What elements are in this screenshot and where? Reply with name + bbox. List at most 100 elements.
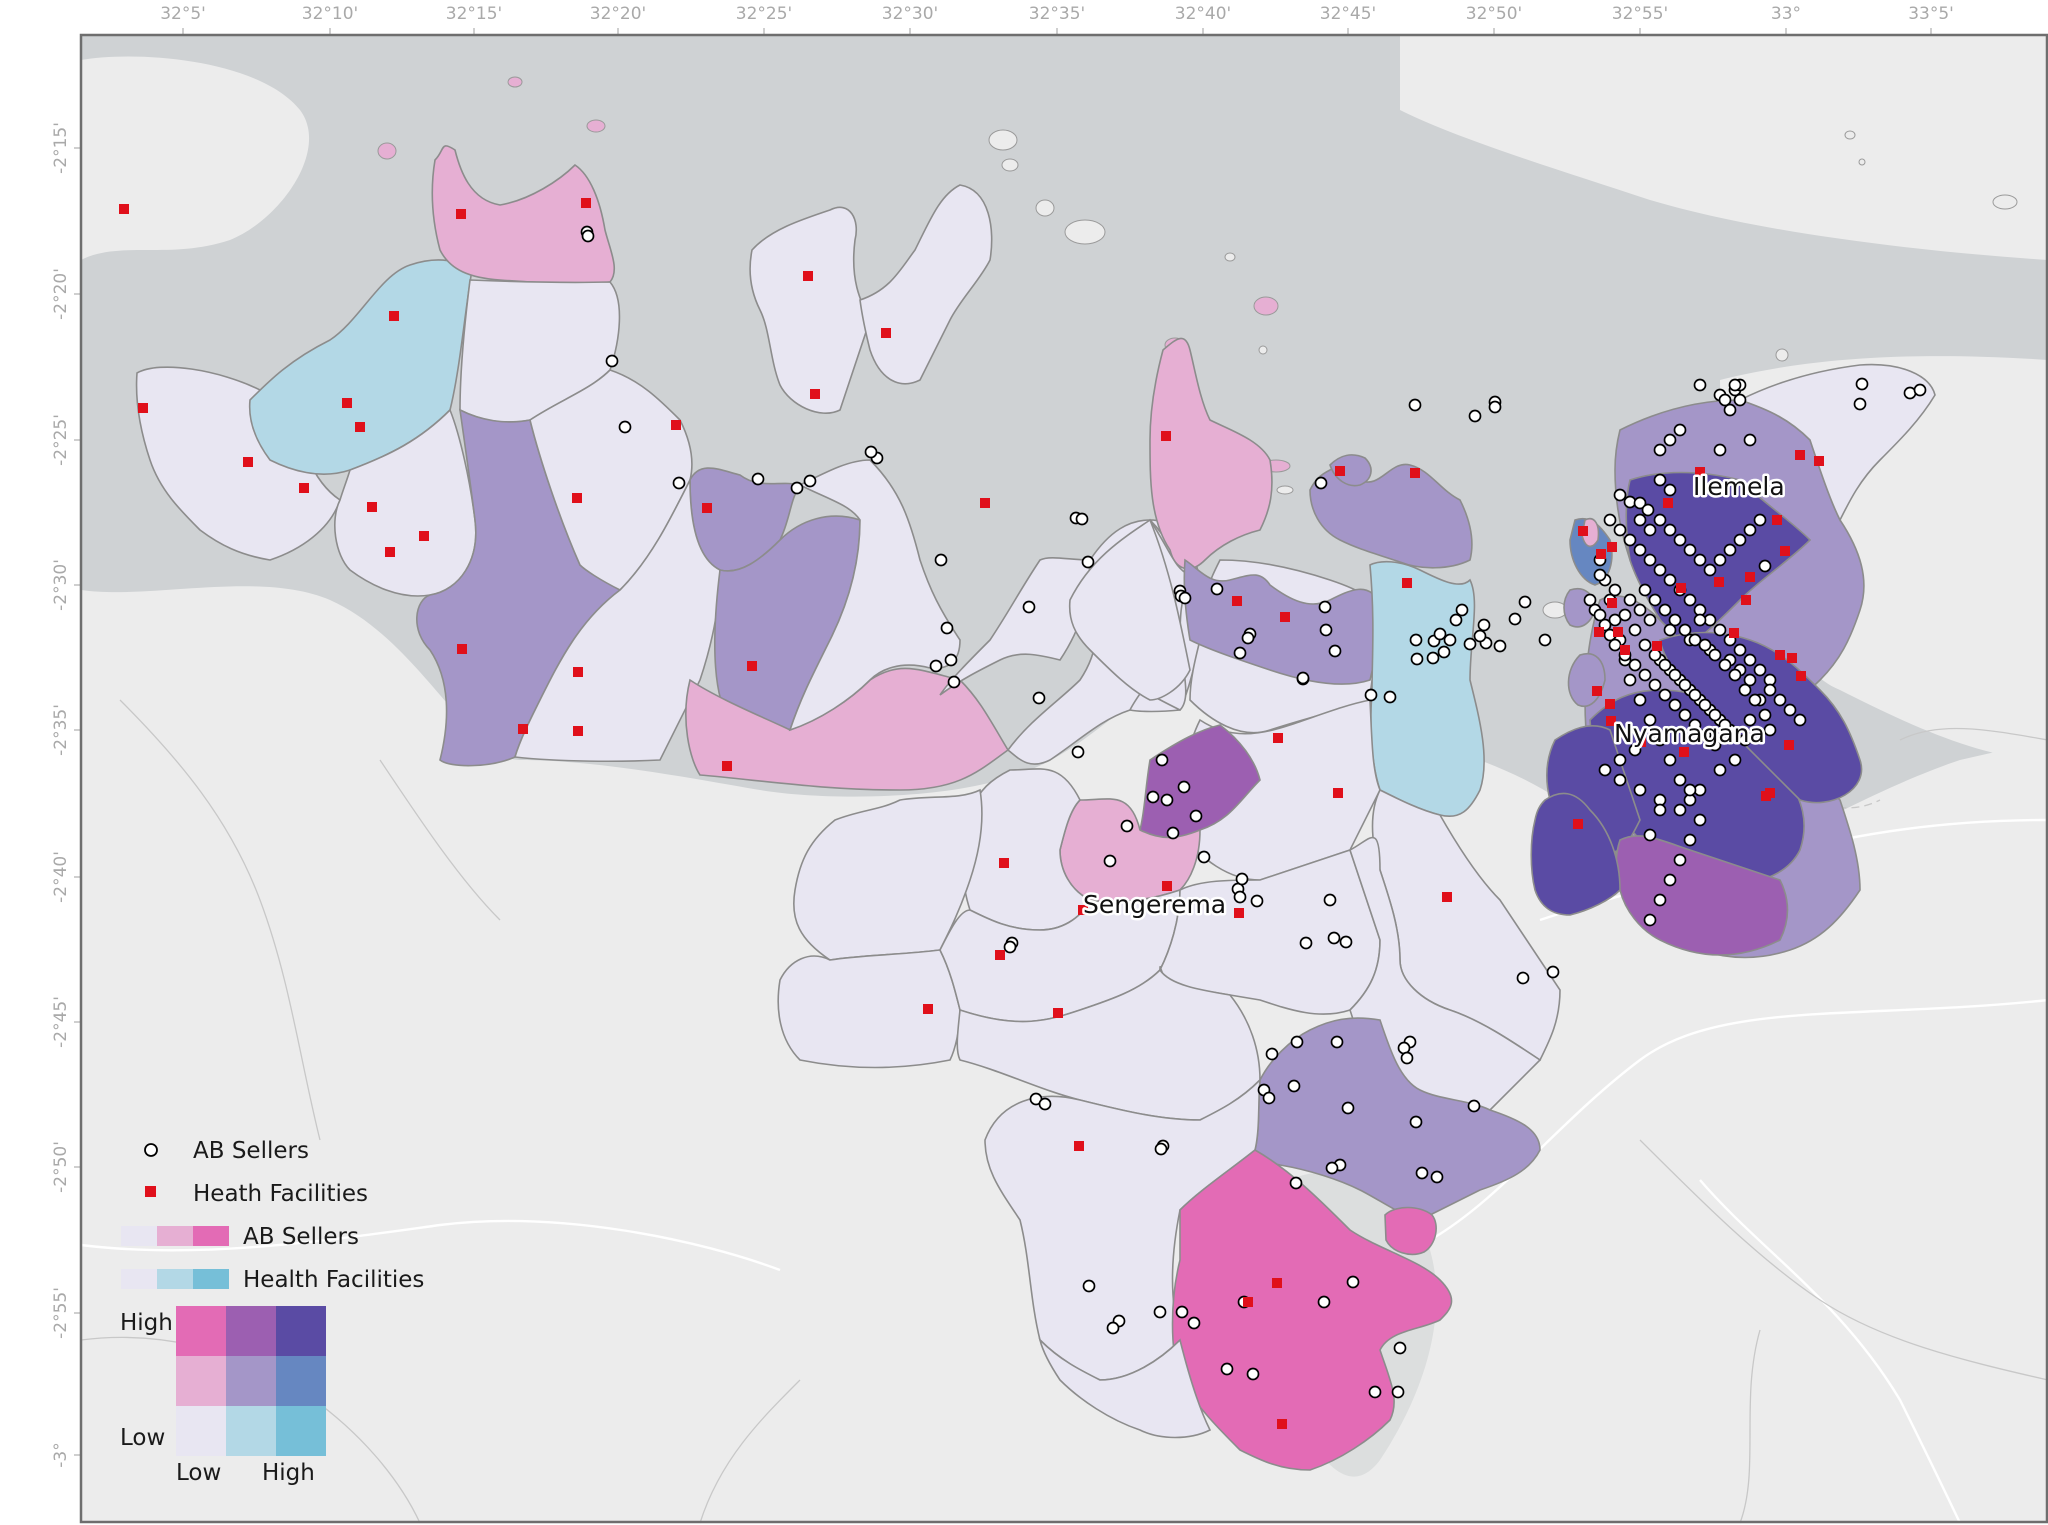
ab-seller-marker xyxy=(1364,688,1378,702)
ab-seller-marker xyxy=(1653,803,1667,817)
ab-seller-marker xyxy=(1189,809,1203,823)
small-islands xyxy=(988,129,2018,619)
health-facility-marker xyxy=(671,420,681,430)
ab-seller-marker xyxy=(1643,553,1657,567)
top-tick-label: 33° xyxy=(1771,4,1801,24)
ab-seller-marker xyxy=(1653,443,1667,457)
ab-seller-marker xyxy=(1623,673,1637,687)
ab-seller-marker xyxy=(1160,793,1174,807)
health-facility-marker xyxy=(1442,892,1452,902)
ab-seller-marker xyxy=(934,553,948,567)
health-facility-marker xyxy=(1795,450,1805,460)
health-facility-marker xyxy=(1787,653,1797,663)
ab-seller-marker xyxy=(1728,378,1742,392)
left-axis: -2°15' -2°20' -2°25' -2°30' -2°35' -2°40… xyxy=(51,122,71,1468)
ab-seller-marker xyxy=(1400,1051,1414,1065)
ab-seller-marker xyxy=(1613,773,1627,787)
ab-seller-marker xyxy=(1032,691,1046,705)
ab-seller-marker xyxy=(1430,1170,1444,1184)
ab-seller-marker xyxy=(940,621,954,635)
ab-seller-marker xyxy=(1265,1047,1279,1061)
left-tick-label: -2°45' xyxy=(51,996,71,1048)
health-facility-marker xyxy=(803,271,813,281)
ab-seller-marker xyxy=(1743,433,1757,447)
ab-seller-marker xyxy=(1653,893,1667,907)
ab-seller-marker xyxy=(1408,398,1422,412)
health-facility-marker xyxy=(573,726,583,736)
ward xyxy=(1615,835,1789,956)
ab-seller-marker xyxy=(1628,623,1642,637)
health-facility-marker xyxy=(1663,498,1673,508)
place-label-sengerema: Sengerema xyxy=(1083,890,1226,919)
ab-seller-marker xyxy=(1103,854,1117,868)
health-facility-marker xyxy=(518,724,528,734)
legend-hf-ramp-label: Health Facilities xyxy=(243,1267,424,1293)
ab-seller-marker xyxy=(1603,513,1617,527)
bivariate-cell xyxy=(226,1406,276,1456)
bivariate-x-high-label: High xyxy=(262,1460,315,1486)
ab-seller-marker xyxy=(1318,600,1332,614)
ab-seller-marker xyxy=(1393,1341,1407,1355)
ab-seller-marker xyxy=(1613,488,1627,502)
health-facility-marker xyxy=(999,858,1009,868)
ab-seller-marker xyxy=(944,653,958,667)
health-facility-marker xyxy=(810,389,820,399)
ward xyxy=(1139,724,1261,839)
ab-seller-marker xyxy=(1723,403,1737,417)
health-facility-marker xyxy=(299,483,309,493)
health-facility-marker xyxy=(1679,747,1689,757)
ab-seller-marker xyxy=(1678,678,1692,692)
ab-seller-marker xyxy=(1449,613,1463,627)
ab-seller-marker xyxy=(1613,523,1627,537)
legend-ab-sellers-label: AB Sellers xyxy=(193,1138,309,1164)
ab-seller-marker xyxy=(1120,819,1134,833)
ab-seller-marker xyxy=(1299,936,1313,950)
left-tick-label: -2°20' xyxy=(51,268,71,320)
health-facility-marker xyxy=(456,209,466,219)
top-tick-label: 32°25' xyxy=(736,4,792,24)
ab-seller-marker xyxy=(1467,1099,1481,1113)
ab-seller-marker xyxy=(1713,443,1727,457)
ab-seller-marker xyxy=(1753,513,1767,527)
ab-seller-marker xyxy=(947,675,961,689)
ab-seller-marker xyxy=(1638,638,1652,652)
ab-seller-marker xyxy=(1633,783,1647,797)
ward xyxy=(1737,363,1936,522)
left-tick-label: -2°30' xyxy=(51,559,71,611)
health-facility-marker xyxy=(1074,1141,1084,1151)
ab-seller-marker xyxy=(1608,613,1622,627)
health-facility-marker xyxy=(1578,526,1588,536)
ab-seller-marker xyxy=(1287,1079,1301,1093)
ab-seller-marker xyxy=(1748,693,1762,707)
health-facility-marker xyxy=(1402,578,1412,588)
ab-seller-marker xyxy=(1071,745,1085,759)
bivariate-cell xyxy=(176,1406,226,1456)
ab-seller-marker xyxy=(605,354,619,368)
ab-seller-marker xyxy=(1317,1295,1331,1309)
ab-seller-marker xyxy=(1154,1142,1168,1156)
ab-seller-marker xyxy=(1327,931,1341,945)
ab-seller-marker xyxy=(1663,483,1677,497)
ab-seller-marker xyxy=(1668,613,1682,627)
ab-seller-marker xyxy=(1290,1035,1304,1049)
health-facility-marker xyxy=(1814,456,1824,466)
ab-seller-marker xyxy=(1688,633,1702,647)
ab-seller-marker xyxy=(1628,658,1642,672)
ab-seller-marker xyxy=(1175,1305,1189,1319)
ab-seller-marker xyxy=(1488,400,1502,414)
legend-ramp-swatch xyxy=(193,1269,229,1289)
ward xyxy=(1349,836,1542,1125)
ab-seller-marker xyxy=(1743,713,1757,727)
health-facility-marker xyxy=(1232,596,1242,606)
ab-seller-marker xyxy=(1658,658,1672,672)
ab-seller-marker xyxy=(751,472,765,486)
health-facility-marker xyxy=(1161,431,1171,441)
ab-seller-marker xyxy=(1538,633,1552,647)
health-facility-points xyxy=(119,198,1824,1429)
ab-seller-marker xyxy=(1648,593,1662,607)
top-tick-label: 33°5' xyxy=(1908,4,1954,24)
left-tick-label: -2°35' xyxy=(51,704,71,756)
ab-seller-points xyxy=(580,225,1927,1399)
ab-seller-marker xyxy=(1235,872,1249,886)
